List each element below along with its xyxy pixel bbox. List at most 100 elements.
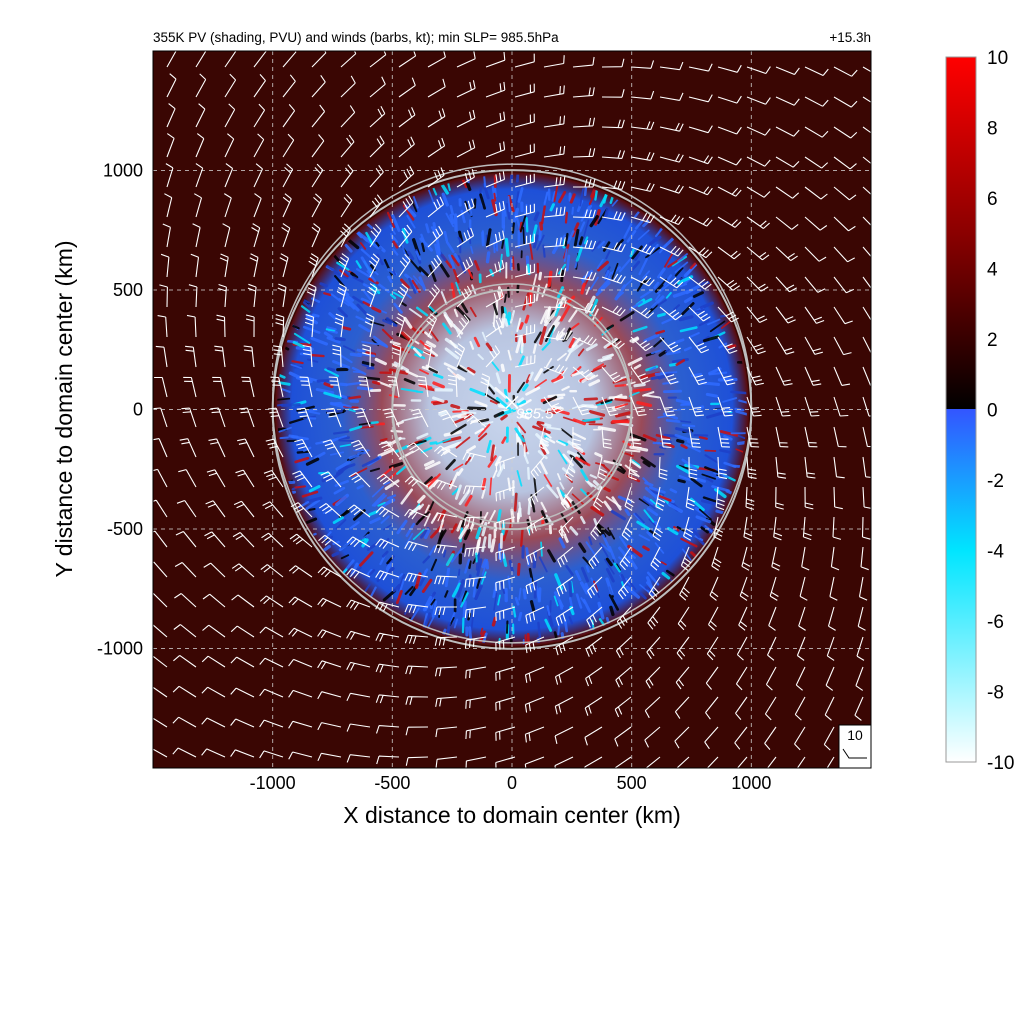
wind-barb-icon <box>253 193 262 218</box>
wind-barb-icon <box>768 606 777 631</box>
wind-barb-icon <box>262 501 284 518</box>
pv-streak <box>653 281 660 289</box>
wind-barb-icon <box>438 409 458 428</box>
pv-streak <box>302 300 311 308</box>
pv-streak <box>340 554 350 560</box>
wind-barb-icon <box>775 96 800 106</box>
pv-streak <box>605 567 615 583</box>
pv-streak <box>336 261 350 271</box>
pv-streak <box>503 388 509 403</box>
wind-barb-icon <box>397 283 409 308</box>
pv-streak <box>277 380 291 386</box>
pv-streak <box>533 331 542 344</box>
wind-barb-icon <box>465 726 487 740</box>
pv-streak <box>490 538 496 553</box>
pv-streak <box>661 571 671 580</box>
wind-barb-icon <box>648 576 661 601</box>
pv-streak <box>722 397 738 403</box>
wind-barb-icon <box>253 51 267 68</box>
wind-barb-icon <box>434 575 458 585</box>
wind-barb-icon <box>862 306 871 321</box>
wind-barb-icon <box>796 636 806 661</box>
wind-barb-icon <box>746 336 766 355</box>
wind-barb-icon <box>572 178 596 188</box>
pv-streak <box>584 295 596 314</box>
pv-streak <box>669 488 678 494</box>
pv-streak <box>518 425 521 434</box>
wind-barb-icon <box>746 366 764 386</box>
wind-barb-icon <box>404 634 429 644</box>
pv-streak <box>400 387 419 393</box>
pv-streak <box>529 600 536 613</box>
wind-barb-icon <box>825 666 835 691</box>
pv-streak <box>690 477 703 488</box>
pv-streak <box>451 487 460 496</box>
pv-streak <box>496 464 505 478</box>
wind-barb-icon <box>155 345 168 368</box>
pv-streak <box>528 371 534 381</box>
wind-barb-icon <box>186 314 197 338</box>
pv-streak <box>567 440 584 454</box>
pv-streak <box>421 242 426 253</box>
pv-streak <box>515 174 521 183</box>
wind-barb-icon <box>862 276 871 289</box>
x-axis-ticks: -1000 -500 0 500 1000 <box>250 773 772 793</box>
pv-streak <box>357 451 369 455</box>
pv-streak <box>373 494 387 507</box>
wind-barb-icon <box>427 137 446 158</box>
pv-streak <box>405 370 419 378</box>
pv-streak <box>425 340 437 348</box>
pv-streak <box>583 219 590 238</box>
pv-streak <box>553 595 559 607</box>
wind-barb-icon <box>688 426 701 448</box>
wind-barb-icon <box>495 546 516 562</box>
wind-barb-icon <box>646 636 661 660</box>
pv-streak <box>705 392 719 398</box>
wind-barb-icon <box>435 696 458 707</box>
wind-barb-icon <box>514 324 536 338</box>
wind-barb-icon <box>304 313 315 338</box>
pv-streak <box>589 214 599 228</box>
pv-streak <box>638 257 649 276</box>
wind-barb-icon <box>294 438 313 458</box>
pv-streak <box>618 546 626 556</box>
wind-barb-icon <box>855 666 864 691</box>
wind-barb-icon <box>601 273 626 284</box>
pv-streak <box>314 451 326 460</box>
pv-streak <box>348 453 360 460</box>
pv-streak <box>556 286 565 299</box>
pv-streak <box>547 306 552 320</box>
wind-barb-icon <box>433 544 458 554</box>
pv-streak <box>633 364 642 370</box>
wind-barb-icon <box>543 115 566 128</box>
wind-barb-icon <box>555 606 574 626</box>
pv-streak <box>563 534 569 543</box>
pv-streak <box>533 477 538 496</box>
wind-barb-icon <box>538 426 549 451</box>
wind-barb-icon <box>317 660 342 670</box>
wind-barb-icon <box>259 688 284 698</box>
pv-streak <box>680 443 688 450</box>
pv-streak <box>419 527 430 539</box>
pv-streak <box>425 223 430 234</box>
pv-streak <box>633 382 646 388</box>
wind-barb-icon <box>404 603 429 614</box>
pv-streak <box>345 381 361 386</box>
pv-streak <box>581 373 594 384</box>
pv-streak <box>497 594 501 606</box>
wind-barb-icon <box>405 665 429 675</box>
wind-barb-icon <box>159 284 168 308</box>
wind-barb-icon <box>340 193 353 218</box>
pv-streak <box>352 276 364 283</box>
pv-streak <box>665 350 681 356</box>
pv-streak <box>675 359 686 367</box>
pv-streak <box>410 326 421 335</box>
pv-streak <box>516 470 523 487</box>
wind-barb-icon <box>201 748 226 758</box>
wind-barb-icon <box>195 163 204 188</box>
pv-streak <box>637 298 653 307</box>
wind-barb-icon <box>320 471 342 488</box>
pv-streak <box>339 269 349 278</box>
pv-streak <box>468 626 473 642</box>
pv-streak <box>501 239 505 249</box>
